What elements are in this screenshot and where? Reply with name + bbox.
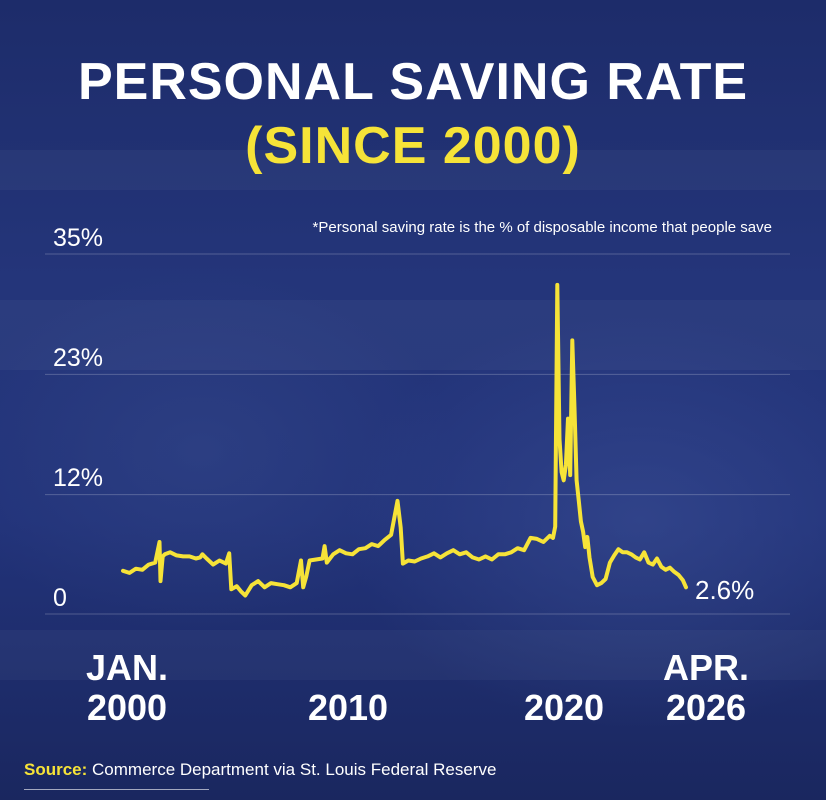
source-underline — [24, 789, 209, 790]
source-label: Source: — [24, 760, 88, 779]
x-tick-label-line2: 2026 — [665, 687, 747, 728]
x-tick-label-line2: 2020 — [523, 687, 605, 728]
x-tick-label-line2: 2000 — [86, 687, 168, 728]
x-tick-label-line1: JAN. — [85, 647, 169, 688]
x-tick-label-line1: APR. — [662, 647, 749, 688]
x-tick-label: JAN. 2000 — [72, 648, 182, 728]
x-tick-label: APR. 2026 — [651, 648, 761, 728]
x-tick-label-line2: 2010 — [307, 687, 389, 728]
x-tick-label: 2020 — [509, 688, 619, 728]
x-tick-label: 2010 — [293, 688, 403, 728]
last-value-label: 2.6% — [695, 575, 755, 605]
chart-footnote: *Personal saving rate is the % of dispos… — [312, 219, 772, 236]
saving-rate-line — [121, 282, 688, 598]
page-subtitle: (SINCE 2000) — [245, 117, 581, 175]
y-tick-label: 35% — [53, 224, 104, 252]
source-text: Commerce Department via St. Louis Federa… — [87, 760, 497, 779]
y-tick-label: 12% — [53, 464, 104, 492]
gridlines — [45, 253, 790, 615]
source-credit: Source: Commerce Department via St. Loui… — [24, 760, 496, 780]
page-title: PERSONAL SAVING RATE — [77, 53, 749, 111]
y-tick-label: 23% — [53, 344, 104, 372]
y-tick-label: 0 — [53, 584, 67, 612]
